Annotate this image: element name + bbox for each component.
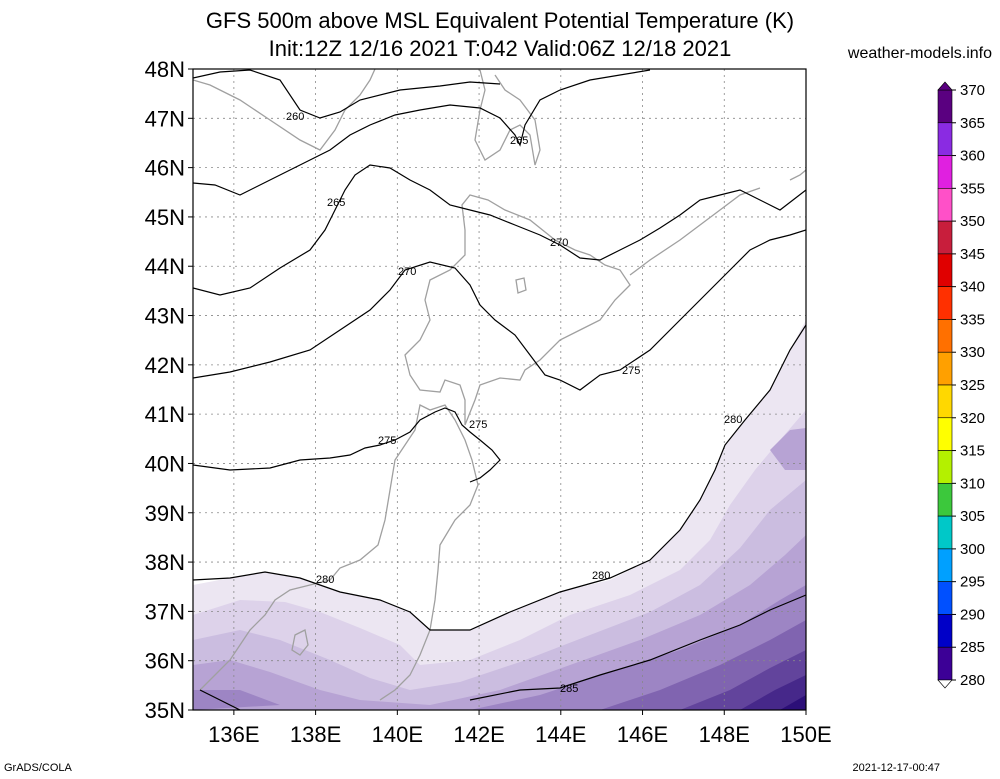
latitude-label: 45N <box>145 205 185 230</box>
colorbar-label: 355 <box>960 180 985 197</box>
colorbar-label: 345 <box>960 246 985 263</box>
colorbar: 370 365 360 355 350 345 340 335 330 325 320 315 310 3… <box>937 81 985 689</box>
contour-label: 275 <box>622 365 640 377</box>
longitude-label: 146E <box>617 722 668 747</box>
contour-labels: 260 265 265 270 270 275 275 275 280 280 … <box>286 111 742 695</box>
colorbar-swatch <box>937 155 953 189</box>
colorbar-label: 280 <box>960 672 985 689</box>
colorbar-swatch <box>937 89 953 124</box>
contour-label: 280 <box>592 570 610 582</box>
colorbar-swatch <box>937 188 953 222</box>
map-title-line1: GFS 500m above MSL Equivalent Potential … <box>205 8 795 33</box>
colorbar-label: 325 <box>960 377 985 394</box>
contour-280 <box>193 324 806 631</box>
contour-label: 270 <box>398 266 416 278</box>
contour-label: 265 <box>510 135 528 147</box>
colorbar-label: 370 <box>960 82 985 99</box>
colorbar-swatch <box>937 253 953 287</box>
colorbar-label: 310 <box>960 475 985 492</box>
contour-label: 270 <box>550 237 568 249</box>
contour-label: 265 <box>327 197 345 209</box>
latitude-label: 47N <box>145 106 185 131</box>
colorbar-label: 315 <box>960 443 985 460</box>
contour-label: 280 <box>316 574 334 586</box>
colorbar-label: 365 <box>960 115 985 132</box>
colorbar-label: 285 <box>960 639 985 656</box>
colorbar-label: 300 <box>960 541 985 558</box>
colorbar-swatch <box>937 581 953 615</box>
colorbar-swatch <box>937 351 953 386</box>
contour-label: 275 <box>469 419 487 431</box>
contour-270 <box>193 164 806 296</box>
contour-275 <box>193 229 806 391</box>
colorbar-swatch <box>937 220 953 255</box>
footer-software: GrADS/COLA <box>4 762 72 774</box>
site-credit: weather-models.info <box>847 45 992 62</box>
colorbar-swatch <box>937 646 953 681</box>
contour-label: 280 <box>724 414 742 426</box>
colorbar-top-arrow <box>937 81 953 91</box>
colorbar-label: 330 <box>960 344 985 361</box>
latitude-label: 37N <box>145 599 185 624</box>
colorbar-label: 295 <box>960 574 985 591</box>
contour-265-west <box>193 69 651 196</box>
latitude-label: 39N <box>145 501 185 526</box>
colorbar-label: 320 <box>960 410 985 427</box>
fill-band-9 <box>780 695 806 710</box>
fill-band-8 <box>740 675 806 710</box>
contour-label: 275 <box>378 435 396 447</box>
map-frame <box>192 68 807 711</box>
latitude-label: 35N <box>145 698 185 723</box>
coastlines <box>193 69 806 701</box>
contour-lines <box>193 69 806 710</box>
map-title-line2: Init:12Z 12/16 2021 T:042 Valid:06Z 12/1… <box>268 36 732 61</box>
latitude-label: 44N <box>145 254 185 279</box>
longitude-label: 140E <box>372 722 423 747</box>
colorbar-swatch <box>937 614 953 648</box>
colorbar-swatch <box>937 483 953 517</box>
colorbar-swatch <box>937 548 953 582</box>
fill-band-5 <box>193 585 806 710</box>
contour-260 <box>193 69 501 119</box>
latitude-label: 48N <box>145 57 185 82</box>
latitude-label: 36N <box>145 649 185 674</box>
contour-label: 285 <box>560 683 578 695</box>
latitude-label: 43N <box>145 304 185 329</box>
colorbar-label: 305 <box>960 508 985 525</box>
colorbar-label: 335 <box>960 311 985 328</box>
contour-285 <box>469 594 806 701</box>
colorbar-swatch <box>937 319 953 353</box>
latitude-label: 38N <box>145 550 185 575</box>
fill-layer <box>193 69 806 710</box>
latitude-label: 46N <box>145 156 185 181</box>
colorbar-swatch <box>937 384 953 419</box>
contour-275-b <box>193 407 501 483</box>
colorbar-swatch <box>937 417 953 451</box>
colorbar-label: 360 <box>960 148 985 165</box>
longitude-label: 144E <box>535 722 586 747</box>
footer-timestamp: 2021-12-17-00:47 <box>852 762 940 774</box>
fill-blob <box>770 428 806 470</box>
latitude-label: 42N <box>145 353 185 378</box>
longitude-label: 136E <box>208 722 259 747</box>
colorbar-swatch <box>937 450 953 484</box>
longitude-label: 138E <box>290 722 341 747</box>
longitude-labels: 136E 138E 140E 142E 144E 146E 148E 150E <box>208 710 832 747</box>
colorbar-label: 350 <box>960 213 985 230</box>
latitude-labels: 48N 47N 46N 45N 44N 43N 42N 41N 40N 39N 38N 37N 36N 3… <box>145 57 193 723</box>
colorbar-swatch <box>937 122 953 156</box>
contour-label: 260 <box>286 111 304 123</box>
colorbar-label: 340 <box>960 279 985 296</box>
colorbar-bottom-arrow <box>937 679 953 689</box>
latitude-label: 40N <box>145 451 185 476</box>
colorbar-label: 290 <box>960 606 985 623</box>
contour-285-lobe <box>199 689 241 710</box>
colorbar-swatch <box>937 515 953 550</box>
longitude-label: 142E <box>453 722 504 747</box>
latitude-label: 41N <box>145 402 185 427</box>
colorbar-swatch <box>937 286 953 320</box>
longitude-label: 150E <box>780 722 831 747</box>
longitude-label: 148E <box>699 722 750 747</box>
